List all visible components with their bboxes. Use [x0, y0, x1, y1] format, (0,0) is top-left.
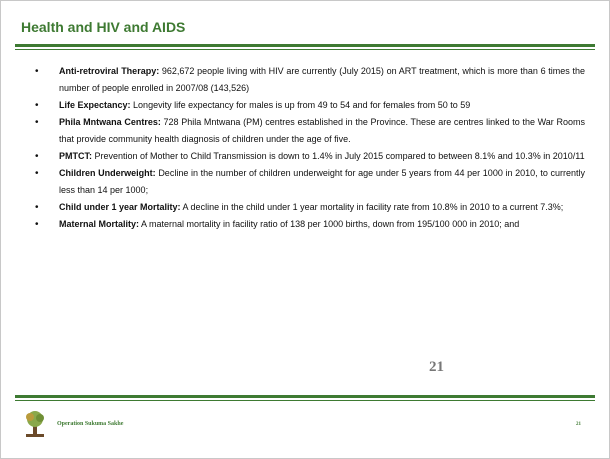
- bullet-label: Child under 1 year Mortality:: [59, 202, 181, 212]
- bullet-item: Child under 1 year Mortality: A decline …: [33, 199, 585, 216]
- footer-page-number: 21: [576, 422, 581, 427]
- bullet-label: Children Underweight:: [59, 168, 156, 178]
- bullet-item: PMTCT: Prevention of Mother to Child Tra…: [33, 148, 585, 165]
- bullet-text: 962,672 people living with HIV are curre…: [59, 66, 585, 93]
- bullet-item: Phila Mntwana Centres: 728 Phila Mntwana…: [33, 114, 585, 148]
- bullet-item: Maternal Mortality: A maternal mortality…: [33, 216, 585, 233]
- logo: [26, 411, 44, 437]
- bullet-list: Anti-retroviral Therapy: 962,672 people …: [33, 63, 585, 233]
- bullet-label: Life Expectancy:: [59, 100, 131, 110]
- bullet-text: 728 Phila Mntwana (PM) centres establish…: [59, 117, 585, 144]
- bullet-item: Children Underweight: Decline in the num…: [33, 165, 585, 199]
- bullet-text: A maternal mortality in facility ratio o…: [141, 219, 520, 229]
- bullet-item: Anti-retroviral Therapy: 962,672 people …: [33, 63, 585, 97]
- bullet-text: A decline in the child under 1 year mort…: [182, 202, 564, 212]
- page-number: 21: [429, 359, 444, 375]
- bullet-label: Maternal Mortality:: [59, 219, 140, 229]
- slide-title: Health and HIV and AIDS: [21, 19, 186, 35]
- title-rule: [15, 44, 595, 50]
- footer-rule: [15, 395, 595, 401]
- bullet-label: Phila Mntwana Centres:: [59, 117, 161, 127]
- bullet-text: Decline in the number of children underw…: [59, 168, 585, 195]
- bullet-text: Longevity life expectancy for males is u…: [133, 100, 471, 110]
- bullet-label: PMTCT:: [59, 151, 92, 161]
- bullet-label: Anti-retroviral Therapy:: [59, 66, 160, 76]
- footer-text: Operation Sukuma Sakhe: [57, 421, 124, 427]
- bullet-item: Life Expectancy: Longevity life expectan…: [33, 97, 585, 114]
- bullet-text: Prevention of Mother to Child Transmissi…: [94, 151, 585, 161]
